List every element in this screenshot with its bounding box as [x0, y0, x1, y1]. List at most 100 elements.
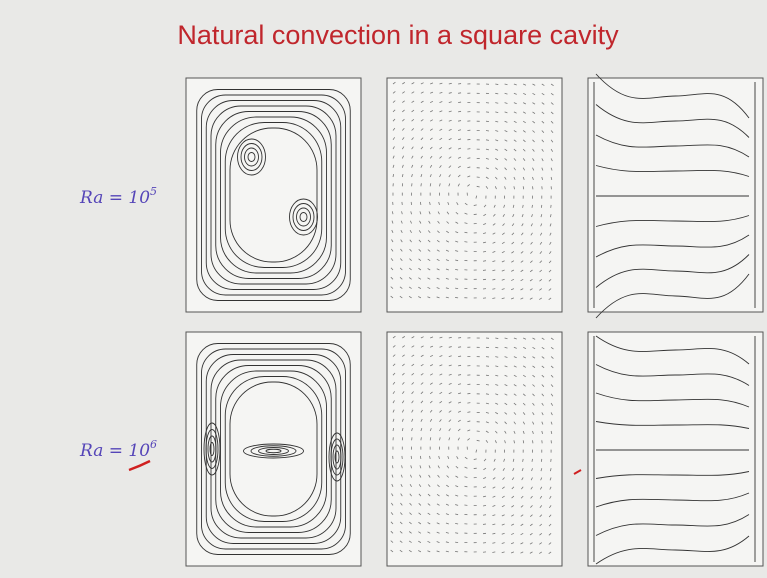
- velocity-vector: [437, 465, 440, 469]
- vortex: [243, 443, 304, 459]
- velocity-vector: [409, 521, 412, 525]
- velocity-vector: [530, 495, 533, 499]
- velocity-vector: [392, 409, 395, 413]
- velocity-vector: [501, 251, 505, 254]
- velocity-vector: [530, 241, 533, 245]
- velocity-vector: [390, 512, 394, 515]
- velocity-vector: [504, 337, 508, 340]
- velocity-vector: [448, 92, 452, 94]
- velocity-vector: [548, 505, 552, 509]
- velocity-vector: [492, 223, 496, 226]
- velocity-vector: [427, 258, 431, 262]
- velocity-vector: [548, 297, 552, 301]
- velocity-vector: [513, 430, 516, 434]
- velocity-vector: [549, 495, 552, 499]
- velocity-vector: [501, 241, 505, 245]
- velocity-vector: [539, 269, 543, 273]
- velocity-vector: [445, 550, 449, 553]
- velocity-vector: [522, 148, 526, 152]
- velocity-vector: [550, 393, 554, 397]
- velocity-vector: [457, 147, 462, 150]
- velocity-vector: [455, 532, 459, 534]
- isotherm: [595, 335, 750, 365]
- velocity-vector: [420, 400, 424, 404]
- velocity-vector: [430, 345, 434, 348]
- velocity-vector: [539, 260, 543, 264]
- velocity-vector: [511, 495, 515, 499]
- velocity-vector: [541, 356, 545, 359]
- velocity-vector: [436, 287, 440, 289]
- velocity-vector: [411, 155, 414, 159]
- velocity-vector: [532, 412, 535, 416]
- velocity-vector: [411, 400, 414, 404]
- velocity-vector: [402, 372, 405, 376]
- velocity-vector: [541, 148, 544, 152]
- velocity-vector: [502, 232, 505, 235]
- velocity-vector: [401, 427, 404, 432]
- velocity-vector: [548, 269, 552, 273]
- velocity-vector: [446, 221, 450, 224]
- velocity-vector: [457, 437, 460, 441]
- velocity-vector: [504, 356, 508, 358]
- velocity-vector: [501, 542, 505, 544]
- velocity-vector: [485, 393, 490, 395]
- velocity-vector: [420, 345, 424, 348]
- velocity-vector: [455, 250, 459, 252]
- velocity-vector: [458, 374, 462, 376]
- velocity-vector: [418, 531, 422, 534]
- velocity-vector: [420, 109, 424, 113]
- velocity-vector: [492, 213, 496, 217]
- velocity-vector: [541, 430, 543, 435]
- velocity-vector: [420, 418, 423, 422]
- velocity-vector: [445, 287, 449, 289]
- velocity-vector: [458, 355, 462, 357]
- velocity-vector: [521, 477, 524, 481]
- velocity-vector: [448, 373, 452, 376]
- velocity-vector: [467, 175, 471, 178]
- velocity-vector: [391, 483, 394, 487]
- velocity-vector: [445, 503, 449, 506]
- velocity-vector: [409, 230, 412, 234]
- velocity-vector: [392, 345, 396, 348]
- velocity-vector: [513, 440, 515, 444]
- velocity-vector: [501, 260, 505, 263]
- velocity-vector: [439, 183, 441, 187]
- velocity-vector: [448, 101, 452, 103]
- velocity-vector: [400, 502, 403, 506]
- velocity-vector: [409, 484, 412, 488]
- velocity-vector: [438, 201, 440, 206]
- velocity-vector: [539, 542, 543, 545]
- velocity-vector: [522, 440, 525, 444]
- velocity-vector: [522, 421, 526, 425]
- velocity-vector: [513, 421, 516, 425]
- velocity-vector: [495, 356, 499, 358]
- velocity-vector: [448, 138, 452, 141]
- velocity-vector: [513, 393, 517, 396]
- panel: [587, 331, 764, 567]
- velocity-vector: [392, 109, 396, 113]
- velocity-vector: [541, 130, 545, 133]
- velocity-vector: [420, 137, 424, 141]
- velocity-vector: [550, 120, 554, 124]
- velocity-vector: [510, 288, 515, 291]
- velocity-vector: [455, 287, 459, 289]
- velocity-vector: [550, 148, 553, 152]
- velocity-vector: [532, 430, 534, 434]
- velocity-vector: [448, 147, 452, 150]
- vortex: [330, 438, 344, 476]
- velocity-vector: [457, 428, 461, 432]
- velocity-vector: [522, 430, 525, 434]
- velocity-vector: [445, 532, 449, 534]
- velocity-vector: [492, 232, 496, 235]
- velocity-vector: [493, 204, 496, 208]
- velocity-vector: [485, 167, 489, 170]
- velocity-vector: [409, 239, 412, 243]
- velocity-vector: [457, 392, 462, 395]
- velocity-vector: [550, 430, 553, 435]
- velocity-vector: [411, 428, 413, 432]
- velocity-vector: [532, 356, 536, 359]
- velocity-vector: [420, 391, 424, 395]
- velocity-vector: [521, 468, 524, 472]
- velocity-vector: [409, 474, 412, 478]
- velocity-vector: [504, 176, 507, 180]
